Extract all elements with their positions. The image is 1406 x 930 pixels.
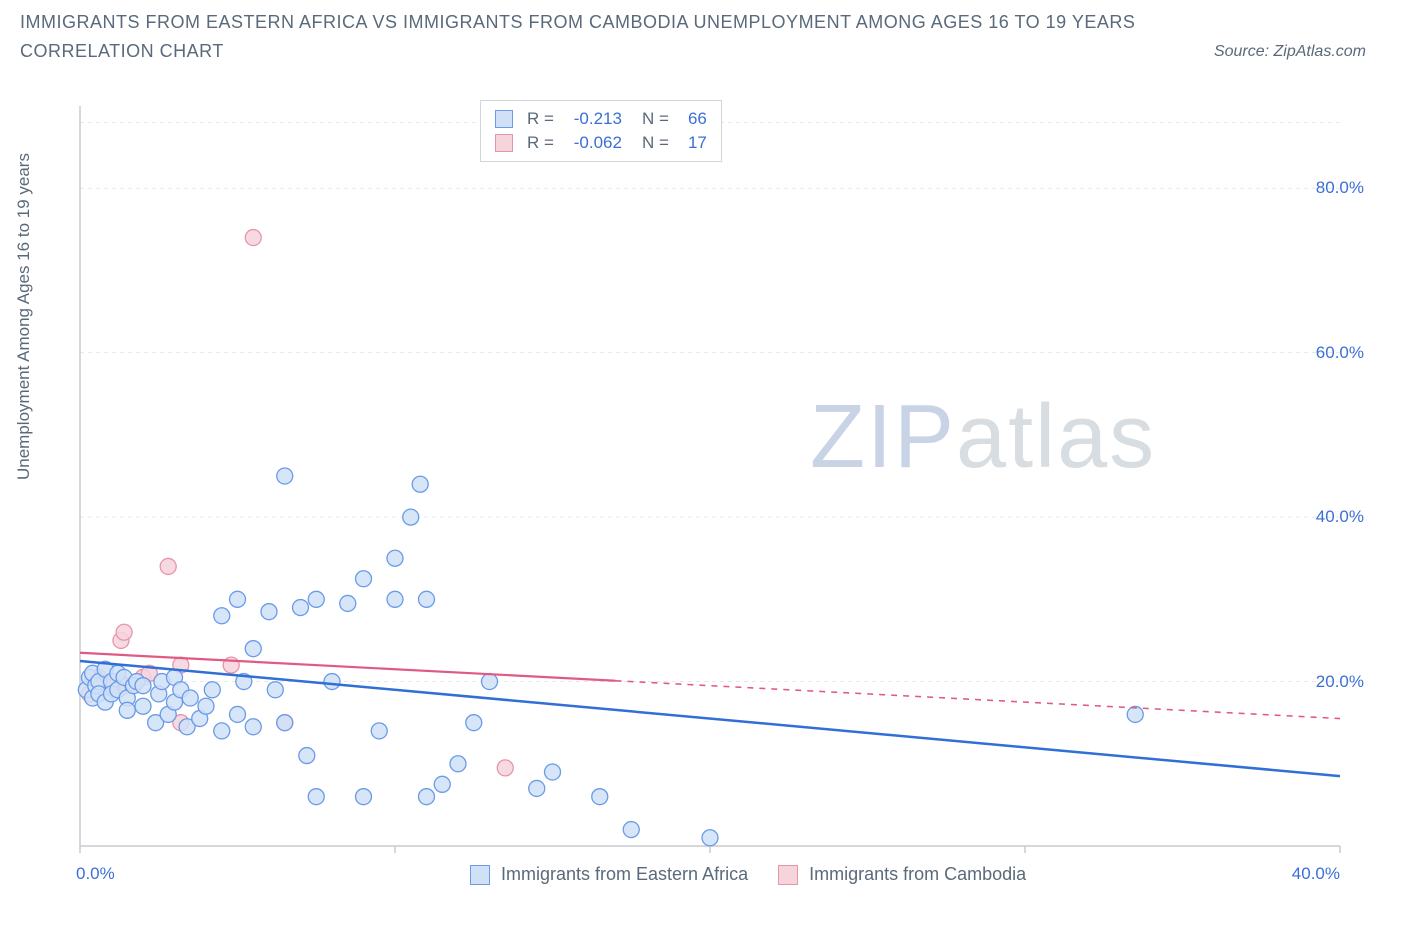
stat-r-value-ea: -0.213: [562, 107, 622, 131]
legend-label-cb: Immigrants from Cambodia: [809, 864, 1026, 884]
bottom-legend: Immigrants from Eastern Africa Immigrant…: [470, 864, 1026, 885]
y-tick-label: 20.0%: [1316, 672, 1364, 692]
y-tick-label: 60.0%: [1316, 343, 1364, 363]
y-tick-label: 80.0%: [1316, 178, 1364, 198]
swatch-cambodia: [495, 134, 513, 152]
stats-row-eastern-africa: R = -0.213 N = 66: [495, 107, 707, 131]
x-tick-label: 0.0%: [76, 864, 115, 884]
scatter-chart-svg: [70, 96, 1370, 896]
swatch-eastern-africa: [495, 110, 513, 128]
legend-swatch-cb: [778, 865, 798, 885]
stat-n-label-2: N =: [642, 131, 669, 155]
legend-label-ea: Immigrants from Eastern Africa: [501, 864, 748, 884]
source-attribution: Source: ZipAtlas.com: [1214, 43, 1386, 61]
y-axis-label: Unemployment Among Ages 16 to 19 years: [14, 153, 34, 480]
subtitle-row: CORRELATION CHART Source: ZipAtlas.com: [0, 37, 1406, 70]
legend-item-cambodia: Immigrants from Cambodia: [778, 864, 1026, 885]
chart-subtitle: CORRELATION CHART: [20, 41, 224, 62]
x-tick-label: 40.0%: [1292, 864, 1340, 884]
stat-n-value-cb: 17: [677, 131, 707, 155]
stats-row-cambodia: R = -0.062 N = 17: [495, 131, 707, 155]
chart-plot-area: ZIPatlas R = -0.213 N = 66 R = -0.062 N …: [70, 96, 1370, 866]
chart-title: IMMIGRANTS FROM EASTERN AFRICA VS IMMIGR…: [0, 0, 1406, 37]
stat-n-label: N =: [642, 107, 669, 131]
stat-n-value-ea: 66: [677, 107, 707, 131]
legend-item-eastern-africa: Immigrants from Eastern Africa: [470, 864, 748, 885]
stat-r-value-cb: -0.062: [562, 131, 622, 155]
stat-r-label: R =: [527, 107, 554, 131]
legend-swatch-ea: [470, 865, 490, 885]
y-tick-label: 40.0%: [1316, 507, 1364, 527]
stat-r-label-2: R =: [527, 131, 554, 155]
correlation-stats-box: R = -0.213 N = 66 R = -0.062 N = 17: [480, 100, 722, 162]
